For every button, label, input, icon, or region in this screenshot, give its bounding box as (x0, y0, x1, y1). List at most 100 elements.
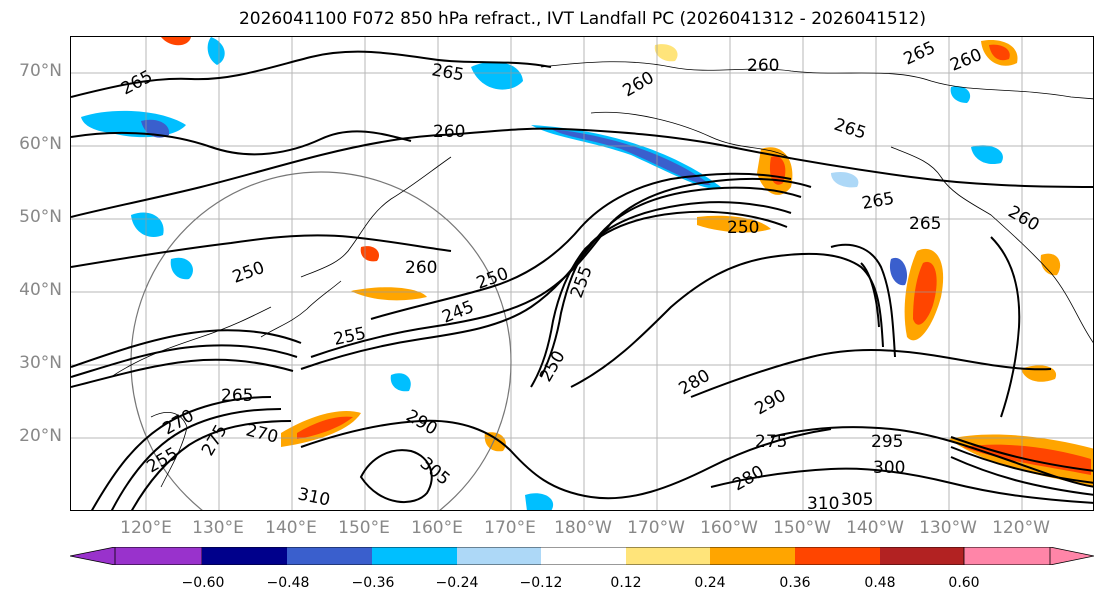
colorbar-tick: −0.48 (266, 575, 310, 591)
colorbar-tick: 0.60 (948, 575, 980, 591)
blue-region (207, 37, 225, 65)
contour-label: 290 (752, 386, 790, 420)
orange-region (1040, 253, 1061, 276)
contour-line (71, 358, 294, 388)
contour-label: 265 (831, 115, 868, 144)
contour-label: 265 (221, 386, 253, 406)
orange-region (360, 246, 380, 262)
contour-label: 250 (727, 218, 759, 238)
range-ring (130, 171, 512, 510)
colorbar-segment (880, 547, 964, 565)
lon-label-130e: 130°E (192, 518, 244, 538)
contour-line (690, 349, 1052, 398)
contour-line (990, 236, 1021, 418)
orange-region (1021, 365, 1057, 382)
contour-line (530, 210, 788, 388)
ivt-contours (71, 50, 1093, 510)
contour-line (71, 127, 1093, 218)
blue-region (525, 493, 553, 510)
contour-label: 250 (230, 258, 267, 288)
colorbar-segment (710, 547, 795, 565)
contour-line (950, 446, 1093, 484)
colorbar-tick: 0.24 (694, 575, 726, 591)
colorbar-tick: 0.48 (864, 575, 896, 591)
coastline (260, 280, 342, 338)
contour-line (71, 130, 412, 156)
coastline (110, 306, 272, 378)
colorbar-tick: −0.12 (519, 575, 563, 591)
contour-label: 250 (536, 347, 570, 385)
contour-label: 245 (439, 297, 477, 328)
coastline (300, 156, 452, 278)
positive-anomaly-shading (161, 37, 1093, 487)
contour-label: 265 (430, 60, 465, 85)
lon-label-170e: 170°E (484, 518, 536, 538)
contour-label: 275 (755, 432, 787, 452)
lon-label-160w: 160°W (700, 518, 758, 538)
coastlines (110, 61, 1093, 488)
contour-label: 265 (118, 67, 156, 100)
contour-line (830, 243, 896, 358)
contour-line (370, 172, 792, 320)
lat-label-50n: 50°N (19, 207, 62, 227)
contour-label: 260 (1005, 202, 1043, 236)
orange-region (913, 261, 937, 325)
contour-line (950, 456, 1093, 496)
contour-label: 260 (433, 122, 465, 142)
contour-line (300, 419, 832, 500)
contour-label: 310 (807, 494, 839, 511)
contour-label: 280 (676, 366, 714, 400)
contour-line (540, 201, 792, 378)
coastline (540, 61, 1093, 100)
graticule (71, 37, 1093, 510)
lon-label-140e: 140°E (265, 518, 317, 538)
blue-region (831, 171, 859, 188)
colorbar-segment (795, 547, 880, 565)
contour-label: 260 (947, 45, 985, 76)
contour-line (91, 396, 272, 510)
contour-line (110, 408, 282, 510)
map-title: 2026041100 F072 850 hPa refract., IVT La… (238, 9, 926, 29)
contour-line (950, 436, 1093, 472)
colorbar-segment (287, 547, 372, 565)
orange-region (697, 215, 771, 233)
blue-region (471, 61, 523, 90)
contour-label: 300 (873, 458, 905, 478)
orange-region (297, 416, 353, 439)
lon-label-150e: 150°E (338, 518, 390, 538)
map-canvas: 265 260 265 265 260 260 265 265 260 250 … (71, 37, 1093, 511)
contour-label: 265 (909, 214, 941, 234)
map-panel[interactable]: 265 260 265 265 260 260 265 265 260 250 … (70, 36, 1094, 511)
blue-region (170, 257, 193, 280)
contour-line (860, 262, 880, 328)
lon-label-140w: 140°W (846, 518, 904, 538)
coastline (590, 111, 792, 160)
contour-line (300, 186, 802, 370)
orange-region (989, 44, 1010, 61)
contour-line (570, 252, 884, 388)
blue-region (390, 373, 411, 392)
orange-region (161, 37, 191, 46)
contour-label: 305 (841, 490, 873, 510)
colorbar-segment (626, 547, 710, 565)
contour-label: 260 (747, 56, 779, 76)
contour-label: 265 (901, 38, 939, 70)
contour-label: 250 (474, 264, 511, 294)
blue-region (131, 212, 164, 237)
blue-region (531, 125, 721, 189)
contour-label: 305 (416, 454, 454, 490)
lon-label-130w: 130°W (919, 518, 977, 538)
contour-label: 275 (198, 421, 232, 459)
colorbar-segment (202, 547, 287, 565)
coastline (890, 146, 1093, 343)
colorbar-frame (114, 547, 1051, 565)
contour-line (71, 234, 452, 268)
contour-line (359, 449, 433, 504)
contour-label: 255 (144, 444, 182, 478)
lon-label-120e: 120°E (120, 518, 172, 538)
lat-label-30n: 30°N (19, 353, 62, 373)
orange-region (351, 287, 427, 301)
lat-label-40n: 40°N (19, 280, 62, 300)
blue-region (971, 145, 1003, 165)
blue-region (950, 86, 971, 103)
